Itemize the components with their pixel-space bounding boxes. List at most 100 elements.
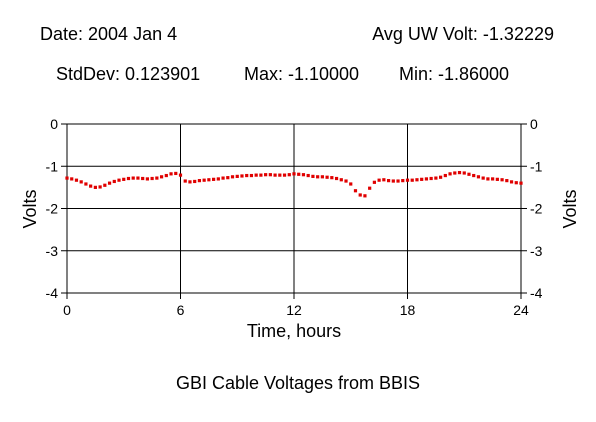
data-point <box>509 180 514 184</box>
x-axis-label: Time, hours <box>247 321 341 341</box>
data-point <box>358 193 362 197</box>
data-point <box>65 176 69 180</box>
data-point <box>377 178 381 182</box>
data-point <box>221 176 225 180</box>
data-point <box>183 179 187 183</box>
data-point <box>249 173 254 178</box>
data-point <box>462 171 466 175</box>
data-point <box>472 173 476 178</box>
data-point <box>117 178 121 182</box>
data-point <box>150 176 154 181</box>
stddev-label: StdDev: 0.123901 <box>56 64 201 84</box>
data-point <box>282 173 287 177</box>
voltage-chart: 0 6 12 18 24 0 0 -1 -1 -2 -2 -3 -3 -4 -4 Time, hours V… <box>20 116 580 341</box>
data-point <box>519 181 523 185</box>
data-point <box>476 175 481 179</box>
data-point <box>363 194 367 198</box>
data-point <box>207 178 211 182</box>
data-point <box>306 173 310 178</box>
data-point <box>500 178 504 182</box>
avg-voltage-label: Avg UW Volt: -1.32229 <box>372 24 554 44</box>
data-point <box>259 173 263 177</box>
y-axis-label-right: Volts <box>560 189 580 228</box>
data-point <box>107 181 112 185</box>
x-tick-label: 12 <box>286 302 302 318</box>
y-tick-label-right: -4 <box>530 285 543 301</box>
data-point <box>382 178 386 182</box>
data-point <box>216 177 220 181</box>
data-point <box>240 174 244 178</box>
x-tick-label: 24 <box>513 302 529 318</box>
data-point <box>131 176 135 180</box>
y-tick-label-right: -2 <box>530 201 543 217</box>
y-tick-label-right: -1 <box>530 158 543 174</box>
data-point <box>70 177 74 181</box>
data-point <box>197 179 202 183</box>
data-point <box>434 176 438 180</box>
data-point <box>405 178 410 182</box>
data-point <box>349 182 353 186</box>
data-point <box>174 171 178 176</box>
data-point <box>368 186 372 190</box>
x-tick-label: 6 <box>177 302 185 318</box>
data-point <box>410 178 414 182</box>
data-point <box>254 173 258 177</box>
data-point <box>391 179 395 183</box>
data-point <box>467 172 471 176</box>
y-tick-label-left: -1 <box>46 158 59 174</box>
data-point <box>505 179 509 183</box>
data-point <box>112 179 116 184</box>
data-point <box>169 172 173 176</box>
y-tick-label-right: 0 <box>530 116 538 132</box>
data-point <box>268 173 272 177</box>
data-point <box>226 176 230 180</box>
data-point <box>164 173 168 178</box>
data-point <box>292 172 296 176</box>
data-point <box>273 173 277 177</box>
data-point <box>311 174 315 178</box>
data-point <box>481 176 485 180</box>
data-point <box>159 175 164 179</box>
data-point <box>372 180 376 184</box>
data-point <box>457 170 462 175</box>
data-point <box>401 179 405 183</box>
data-point <box>334 176 339 181</box>
data-point <box>386 179 391 183</box>
data-point <box>245 173 249 178</box>
data-point <box>79 180 83 184</box>
data-point <box>136 176 140 180</box>
data-point <box>424 177 429 181</box>
data-point <box>74 178 79 182</box>
y-axis-label-left: Volts <box>20 189 40 228</box>
y-tick-label-left: -2 <box>46 201 59 217</box>
data-point <box>448 172 452 176</box>
data-point <box>443 173 447 178</box>
data-point <box>103 183 107 187</box>
data-point <box>287 173 291 177</box>
data-point <box>212 177 216 181</box>
data-point <box>486 177 490 181</box>
data-point <box>339 178 343 182</box>
data-point <box>396 179 400 183</box>
y-tick-label-right: -3 <box>530 243 543 259</box>
data-point <box>415 178 419 182</box>
data-point <box>202 178 206 182</box>
data-point <box>297 172 301 176</box>
data-point <box>145 177 149 181</box>
data-point <box>141 176 145 181</box>
data-point <box>126 176 131 181</box>
y-tick-label-left: -3 <box>46 243 59 259</box>
data-point <box>514 181 518 185</box>
data-point <box>193 179 197 184</box>
data-point <box>122 177 126 181</box>
data-point <box>495 177 499 181</box>
data-point <box>278 173 282 177</box>
data-point <box>316 175 320 179</box>
data-point <box>264 173 268 177</box>
x-tick-label: 18 <box>400 302 416 318</box>
data-point <box>230 175 235 179</box>
data-point <box>353 189 358 193</box>
chart-ticks: 0 6 12 18 24 0 0 -1 -1 -2 -2 -3 -3 -4 -4 <box>46 116 543 318</box>
data-point <box>155 176 159 180</box>
data-point <box>429 176 433 181</box>
